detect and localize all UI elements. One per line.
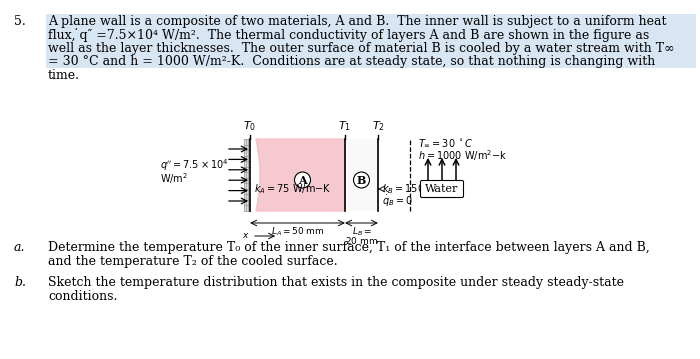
Bar [46,41,696,55]
Text: $T_\infty = 30\ ^\circ C$: $T_\infty = 30\ ^\circ C$ [418,137,474,149]
Text: $L_A = 50\ \mathrm{mm}$: $L_A = 50\ \mathrm{mm}$ [271,225,324,238]
Circle shape [295,172,311,188]
Text: a.: a. [14,241,25,254]
Text: b.: b. [14,276,26,289]
Text: $\dot{q}_B = 0$: $\dot{q}_B = 0$ [382,194,413,209]
Bar [46,28,696,41]
FancyBboxPatch shape [421,181,463,197]
Bar [46,14,696,28]
Text: $T_2$: $T_2$ [372,119,384,133]
Text: $x$: $x$ [242,232,250,241]
Text: well as the layer thicknesses.  The outer surface of material B is cooled by a w: well as the layer thicknesses. The outer… [48,42,675,55]
Text: 5.: 5. [14,15,26,28]
Text: Sketch the temperature distribution that exists in the composite under steady st: Sketch the temperature distribution that… [48,276,624,289]
Bar [244,139,250,211]
Text: Water: Water [426,184,458,194]
Text: $h = 1000\ \mathrm{W/m^2{-}k}$: $h = 1000\ \mathrm{W/m^2{-}k}$ [418,148,507,163]
Text: conditions.: conditions. [48,289,118,303]
Text: A: A [298,174,307,186]
Text: $L_B =$: $L_B =$ [351,225,372,238]
Polygon shape [256,139,345,211]
Text: A plane wall is a composite of two materials, A and B.  The inner wall is subjec: A plane wall is a composite of two mater… [48,15,666,28]
Text: $T_0$: $T_0$ [244,119,257,133]
Circle shape [354,172,370,188]
Text: flux, ̇q″ =7.5×10⁴ W/m².  The thermal conductivity of layers A and B are shown i: flux, ̇q″ =7.5×10⁴ W/m². The thermal con… [48,28,650,42]
Text: $k_B = 150\ \mathrm{W/m{-}K}$: $k_B = 150\ \mathrm{W/m{-}K}$ [382,182,466,196]
Text: B: B [357,174,366,186]
Text: $20\ \mathrm{mm}$: $20\ \mathrm{mm}$ [345,235,378,246]
Bar [46,55,696,68]
Text: and the temperature T₂ of the cooled surface.: and the temperature T₂ of the cooled sur… [48,255,337,267]
Text: $q'' = 7.5 \times 10^4$: $q'' = 7.5 \times 10^4$ [160,157,229,173]
Text: $\mathrm{W/m^2}$: $\mathrm{W/m^2}$ [160,172,188,186]
Text: $k_A = 75\ \mathrm{W/m{-}K}$: $k_A = 75\ \mathrm{W/m{-}K}$ [254,182,331,196]
Bar [345,139,378,211]
Text: $T_1$: $T_1$ [339,119,351,133]
Text: time.: time. [48,69,80,82]
Text: Determine the temperature T₀ of the inner surface, T₁ of the interface between l: Determine the temperature T₀ of the inne… [48,241,650,254]
Text: = 30 °C and h = 1000 W/m²-K.  Conditions are at steady state, so that nothing is: = 30 °C and h = 1000 W/m²-K. Conditions … [48,56,655,69]
